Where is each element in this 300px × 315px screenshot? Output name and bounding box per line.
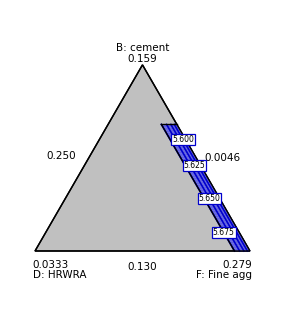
Text: 0.130: 0.130	[128, 262, 157, 272]
Text: 0.250: 0.250	[46, 151, 76, 161]
Text: 5.650: 5.650	[199, 194, 220, 203]
Polygon shape	[35, 65, 250, 251]
Text: 5.600: 5.600	[172, 135, 194, 144]
Polygon shape	[161, 124, 250, 251]
Text: 5.675: 5.675	[213, 228, 235, 237]
Text: F: Fine agg: F: Fine agg	[196, 270, 252, 280]
Text: 5.625: 5.625	[184, 161, 206, 170]
Text: 0.0333: 0.0333	[33, 260, 69, 270]
Text: 0.0046: 0.0046	[205, 153, 241, 163]
Text: 0.279: 0.279	[222, 260, 252, 270]
Text: D: HRWRA: D: HRWRA	[33, 270, 86, 280]
Text: 0.159: 0.159	[128, 54, 158, 64]
Text: B: cement: B: cement	[116, 43, 169, 53]
